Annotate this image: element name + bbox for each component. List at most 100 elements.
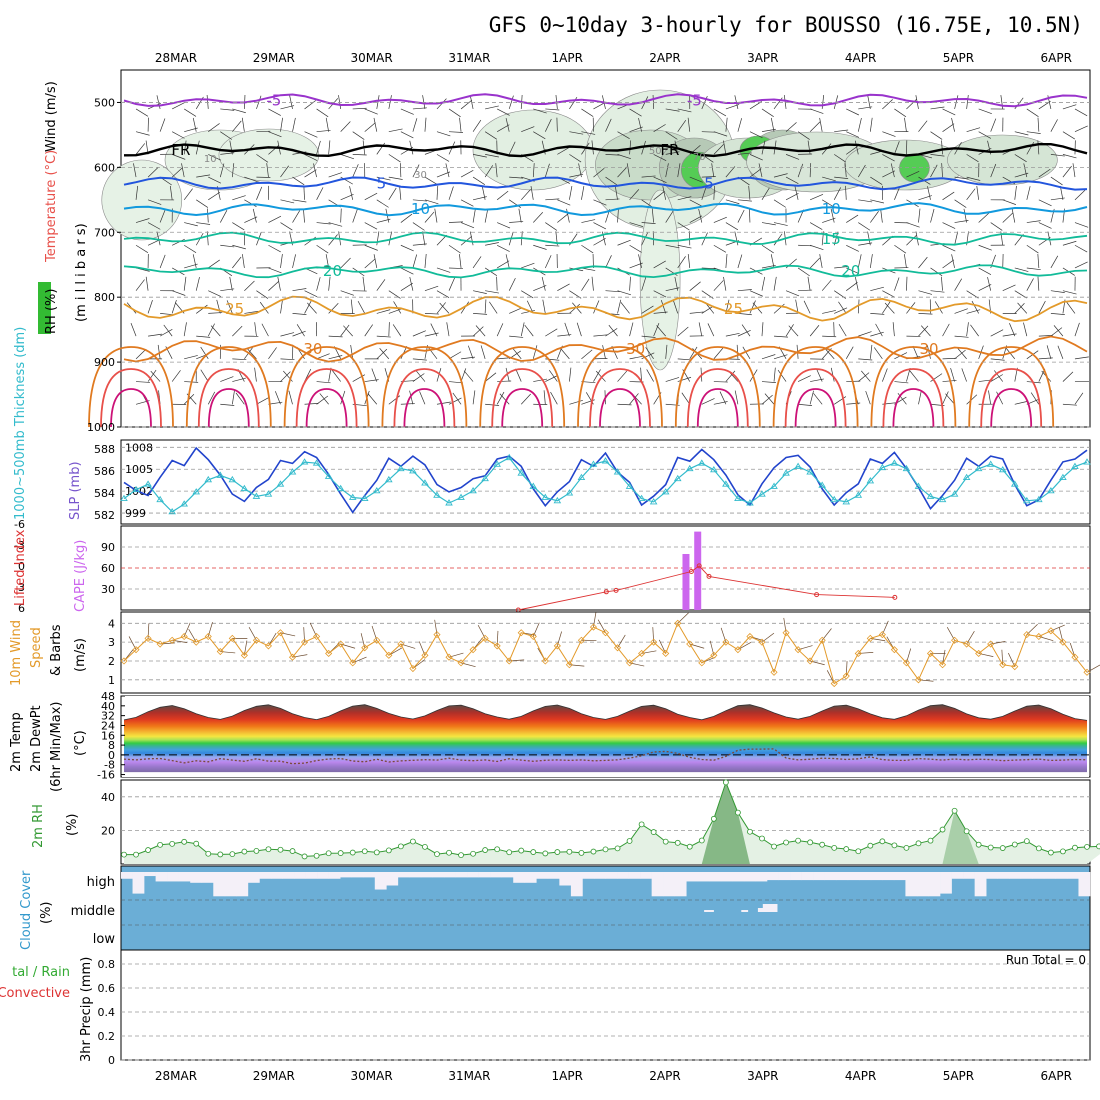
high-cloud-gap [686, 872, 699, 882]
rh2m-point [867, 842, 874, 849]
wind-barb [605, 154, 620, 156]
rh2m-point [1096, 843, 1100, 850]
wind-barb [593, 334, 608, 337]
thickness-point [866, 477, 875, 484]
rh-contour [947, 134, 1058, 186]
high-cloud-gap [847, 872, 860, 881]
wind-barb [809, 390, 814, 405]
wind10-point [505, 657, 513, 665]
wind-barb [207, 323, 215, 337]
wind-barb [364, 258, 376, 269]
wind-barb [867, 95, 871, 110]
wind-barb [254, 367, 257, 382]
wind-barb [990, 329, 1004, 337]
wind-barb [388, 187, 397, 201]
cloud-panel: high middle low [71, 865, 1091, 951]
wind-barb [593, 237, 606, 246]
wind-barb [496, 391, 505, 405]
wind-barb [807, 276, 811, 291]
t2m-label-c: (6hr Min/Max) [49, 702, 64, 792]
date-label-top: 29MAR [253, 51, 295, 65]
wind-barb [942, 259, 955, 269]
wind-barb [810, 378, 824, 382]
wind-barb [687, 254, 691, 269]
wind-barb [674, 276, 679, 291]
wind-barb [135, 185, 139, 200]
thickness-point [517, 469, 526, 476]
high-cloud-gap [132, 872, 145, 894]
wind10-point [999, 661, 1007, 669]
thickness-point [601, 457, 610, 464]
isotherm-label: 30 [920, 340, 939, 358]
wind-barb [605, 255, 612, 269]
isotherm-label: 25 [225, 300, 244, 318]
wind-barb [481, 186, 486, 200]
wind-barb [593, 199, 607, 206]
wind-barb [737, 199, 752, 202]
wind-barb [545, 244, 560, 247]
wind-barb [737, 330, 751, 337]
wind-barb [445, 163, 450, 178]
date-label-bottom: 30MAR [351, 1069, 393, 1083]
high-cloud-gap [801, 872, 814, 881]
wind10-point [288, 653, 297, 661]
pressure-label: (m i l l i b a r s) [74, 223, 89, 322]
panel-label-group: RH (%) Temperature (°C) Wind (m/s) (m i … [0, 81, 94, 1062]
wind-barb [208, 123, 220, 132]
wind-barb [304, 290, 318, 298]
wind-barb [376, 176, 391, 181]
wind-barb [822, 176, 836, 182]
wind10-point [493, 642, 501, 650]
isotherm-label: 20 [841, 262, 860, 280]
isotherm-15 [123, 231, 1088, 246]
lifted-index-point [688, 569, 694, 574]
wind-barb [665, 131, 678, 140]
wind-barb [783, 95, 787, 109]
wind-barb [254, 322, 257, 337]
wind10-point [397, 640, 405, 648]
wind-barb [1062, 154, 1077, 159]
rh2m-point [1072, 844, 1078, 851]
wind-barb [219, 210, 228, 223]
wind-barb [990, 374, 1003, 382]
wind-barb [304, 403, 319, 405]
wind-barb [376, 279, 386, 291]
wind10-point [168, 636, 176, 644]
high-cloud-gap [1020, 872, 1033, 879]
thickness-point [637, 494, 646, 502]
wind-barb [882, 99, 893, 110]
thickness-point [854, 491, 863, 498]
wind-barb [268, 108, 281, 116]
wind-barb [208, 191, 221, 201]
wind-barb [183, 188, 193, 201]
wind-barb [858, 358, 873, 361]
wind-barb [653, 190, 665, 201]
wind-barb [328, 355, 343, 360]
rh2m-point [313, 852, 320, 859]
slp-tick-label: 1005 [125, 463, 153, 476]
wind-barb [819, 117, 823, 132]
wind-barb [485, 290, 499, 294]
wind-barb [436, 154, 450, 162]
wind-barb [966, 127, 981, 132]
wind-barb [834, 307, 848, 314]
high-cloud-gap [547, 872, 560, 879]
wind-barb [424, 332, 439, 337]
wind10-point [818, 636, 826, 644]
wind-barb [325, 117, 329, 132]
wind-barb [543, 390, 546, 405]
precip-conv-label: Convective [0, 986, 70, 1001]
wind-barb [376, 309, 391, 314]
wind-barb [701, 186, 707, 200]
wind10-point [433, 631, 441, 639]
wind-barb [232, 377, 246, 382]
wind-barb [268, 215, 282, 223]
wind-barb [950, 368, 955, 382]
wind-barb [496, 190, 509, 201]
wind-barb [761, 394, 773, 405]
wind-barb [220, 244, 235, 248]
wind-barb [713, 381, 728, 383]
wind10-point [1035, 632, 1043, 641]
wind-barb [651, 208, 654, 223]
